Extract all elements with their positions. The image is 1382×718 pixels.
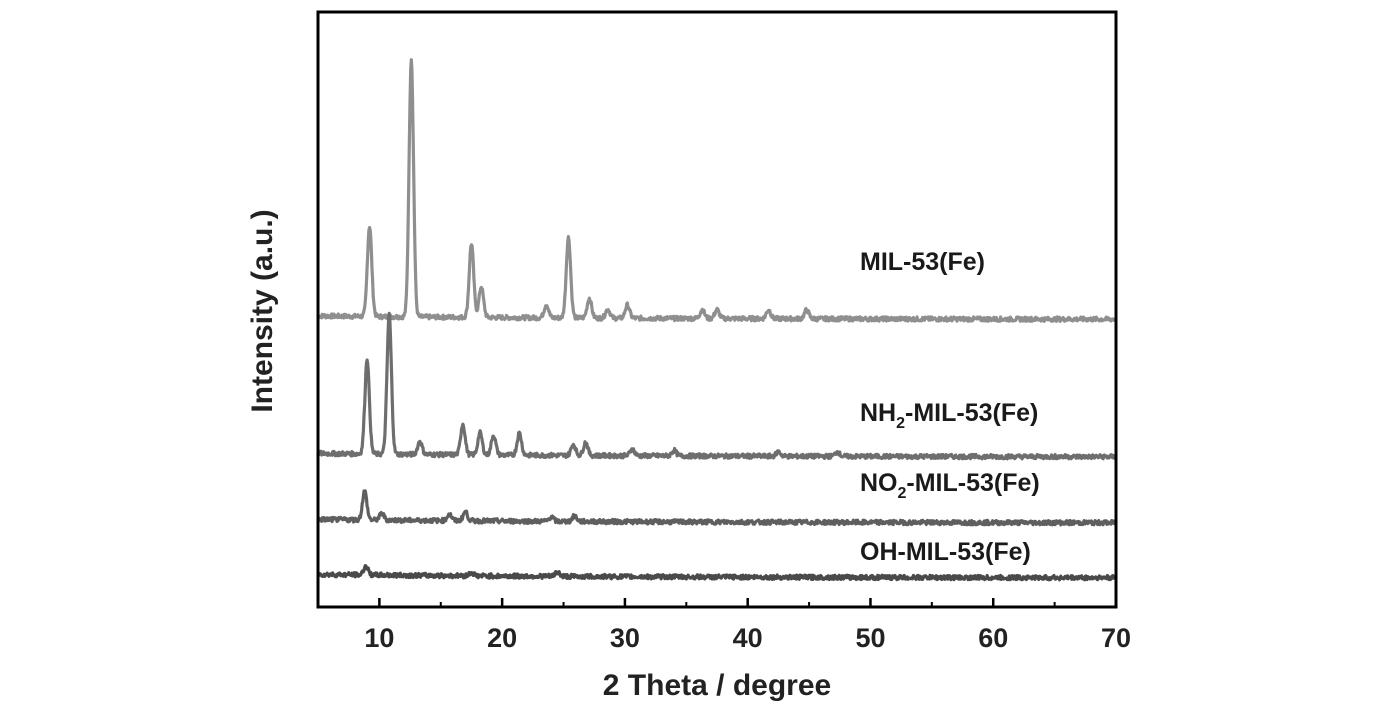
series-line-oh-mil-53-fe- — [316, 564, 1118, 582]
series-line-mil-53-fe- — [317, 58, 1118, 323]
x-tick-label: 50 — [855, 623, 885, 653]
x-tick-label: 40 — [733, 623, 763, 653]
series-line-no2-mil-53-fe- — [316, 489, 1118, 527]
x-tick-label: 10 — [364, 623, 394, 653]
series-traces — [316, 58, 1118, 582]
x-axis-tick-labels: 10 20 30 40 50 60 70 — [364, 623, 1131, 653]
x-tick-label: 60 — [978, 623, 1008, 653]
series-label: NH2-MIL-53(Fe) — [860, 399, 1038, 432]
series-label: MIL-53(Fe) — [860, 248, 985, 276]
x-axis-title: 2 Theta / degree — [603, 669, 831, 702]
x-axis-ticks — [378, 598, 1118, 607]
x-tick-label: 70 — [1101, 623, 1131, 653]
x-tick-label: 30 — [610, 623, 640, 653]
x-tick-label: 20 — [487, 623, 517, 653]
series-label: NO2-MIL-53(Fe) — [860, 469, 1040, 502]
y-axis-title: Intensity (a.u.) — [246, 209, 279, 412]
series-line-nh2-mil-53-fe- — [316, 311, 1118, 461]
plot-frame — [316, 10, 1118, 609]
series-label: OH-MIL-53(Fe) — [860, 538, 1031, 566]
series-labels: MIL-53(Fe) NH2-MIL-53(Fe) NO2-MIL-53(Fe) OH… — [860, 248, 1040, 566]
